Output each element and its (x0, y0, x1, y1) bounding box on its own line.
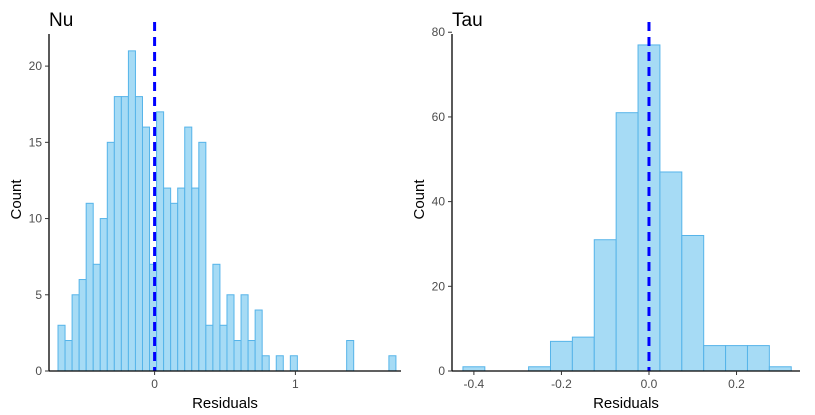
y-tick-label: 0 (35, 364, 42, 378)
chart-title-nu: Nu (49, 10, 73, 31)
x-axis-label-tau: Residuals (593, 395, 659, 412)
y-tick-label: 80 (432, 25, 446, 39)
histogram-bar (289, 355, 298, 372)
histogram-bar (113, 96, 122, 372)
x-axis-label-nu: Residuals (192, 395, 258, 412)
y-tick-label: 15 (29, 135, 43, 149)
x-tick-label: -0.4 (464, 377, 485, 391)
histogram-bar (163, 187, 172, 372)
histogram-bar (134, 96, 143, 372)
histogram-bar (615, 112, 639, 372)
histogram-bar (388, 355, 397, 372)
histogram-bar (725, 345, 748, 372)
y-axis-label-nu: Count (8, 179, 25, 220)
histogram-bar (254, 309, 263, 372)
histogram-bar (191, 187, 200, 372)
bars-tau (462, 44, 792, 372)
histogram-bar (205, 324, 214, 372)
histogram-bar (120, 96, 129, 372)
panel-tau: Tau Count Residuals 0 20 40 60 80 -0.4 -0.2 0.0… (411, 10, 800, 412)
histogram-bar (226, 294, 235, 372)
bars-nu (57, 50, 397, 372)
y-tick-label: 20 (29, 59, 43, 73)
histogram-bar (64, 340, 73, 372)
histogram-bar (156, 111, 165, 372)
histogram-bar (659, 171, 683, 372)
histogram-bar (233, 340, 242, 372)
histogram-bar (549, 340, 573, 372)
y-axis-label-tau: Count (411, 179, 428, 220)
histogram-bar (127, 50, 136, 372)
panel-nu: Nu Count Residuals 0 5 10 15 20 0 1 (8, 10, 401, 412)
histogram-bar (247, 340, 256, 372)
histogram-bar (219, 324, 228, 372)
histogram-bar (681, 234, 705, 372)
histogram-bar (106, 141, 115, 372)
x-tick-label: 1 (292, 377, 299, 391)
x-tick-label: 0.0 (641, 377, 658, 391)
histogram-bar (92, 263, 101, 372)
histogram-bar (170, 202, 179, 372)
x-tick-label: -0.2 (551, 377, 572, 391)
y-tick-label: 10 (29, 212, 43, 226)
histogram-bar (346, 340, 355, 372)
histogram-bar (275, 355, 284, 372)
histogram-bar (85, 202, 94, 372)
histogram-bar (746, 345, 770, 372)
histogram-bar (240, 294, 249, 372)
x-tick-label: 0.2 (728, 377, 745, 391)
histogram-bar (184, 126, 193, 372)
histogram-bar (261, 355, 270, 372)
histogram-bar (141, 126, 151, 372)
histogram-bar (78, 279, 87, 372)
y-tick-label: 5 (35, 288, 42, 302)
y-tick-label: 0 (438, 364, 445, 378)
y-tick-label: 60 (432, 110, 446, 124)
histogram-bar (571, 336, 595, 372)
histogram-bar (57, 324, 66, 372)
y-tick-label: 20 (432, 279, 446, 293)
histogram-bar (99, 218, 108, 372)
histogram-bar (71, 294, 80, 372)
histogram-bar (198, 141, 207, 372)
x-tick-label: 0 (151, 377, 158, 391)
histogram-bar (177, 187, 186, 372)
y-tick-label: 40 (432, 195, 446, 209)
histogram-bar (212, 263, 221, 372)
chart-title-tau: Tau (452, 10, 483, 31)
histogram-bar (593, 239, 617, 372)
histogram-bar (703, 345, 727, 372)
